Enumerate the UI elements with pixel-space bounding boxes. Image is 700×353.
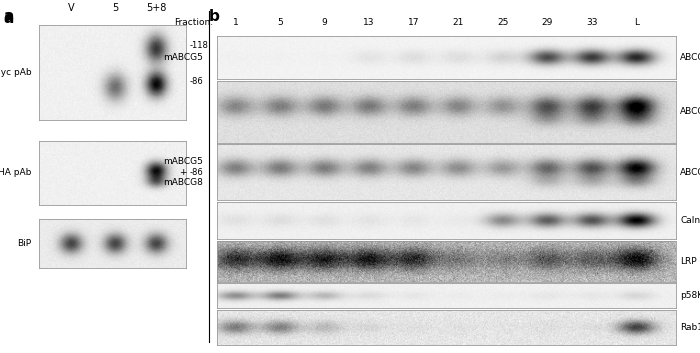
- Text: 9: 9: [321, 18, 328, 28]
- Text: 5: 5: [277, 18, 283, 28]
- Text: Rab11: Rab11: [680, 323, 700, 332]
- Text: mABCG5
+
mABCG8: mABCG5 + mABCG8: [163, 157, 203, 187]
- Text: -86: -86: [190, 168, 204, 178]
- Text: ABCG8: ABCG8: [680, 168, 700, 177]
- Text: Calnexin: Calnexin: [680, 216, 700, 225]
- Text: ABCG5: ABCG5: [680, 107, 700, 116]
- Text: 5+8: 5+8: [146, 3, 167, 13]
- Text: b: b: [209, 9, 220, 24]
- Text: L: L: [634, 18, 639, 28]
- Text: -86: -86: [190, 77, 204, 86]
- Text: Fraction:: Fraction:: [174, 18, 214, 28]
- Text: a: a: [4, 11, 14, 25]
- Text: 21: 21: [452, 18, 464, 28]
- Text: 17: 17: [408, 18, 419, 28]
- Text: HA pAb: HA pAb: [0, 168, 31, 178]
- Text: myc pAb: myc pAb: [0, 68, 31, 77]
- Text: 33: 33: [586, 18, 598, 28]
- Text: 25: 25: [497, 18, 508, 28]
- Text: V: V: [67, 3, 74, 13]
- Text: 29: 29: [542, 18, 553, 28]
- Text: BiP: BiP: [17, 239, 31, 248]
- Text: 13: 13: [363, 18, 374, 28]
- Text: mABCG5: mABCG5: [163, 53, 203, 62]
- Text: ABCG5: ABCG5: [680, 53, 700, 62]
- Text: a: a: [4, 9, 14, 24]
- Text: -118: -118: [190, 41, 209, 50]
- Text: LRP: LRP: [680, 257, 696, 265]
- Text: 5: 5: [112, 3, 118, 13]
- Text: p58K: p58K: [680, 291, 700, 300]
- Text: 1: 1: [232, 18, 238, 28]
